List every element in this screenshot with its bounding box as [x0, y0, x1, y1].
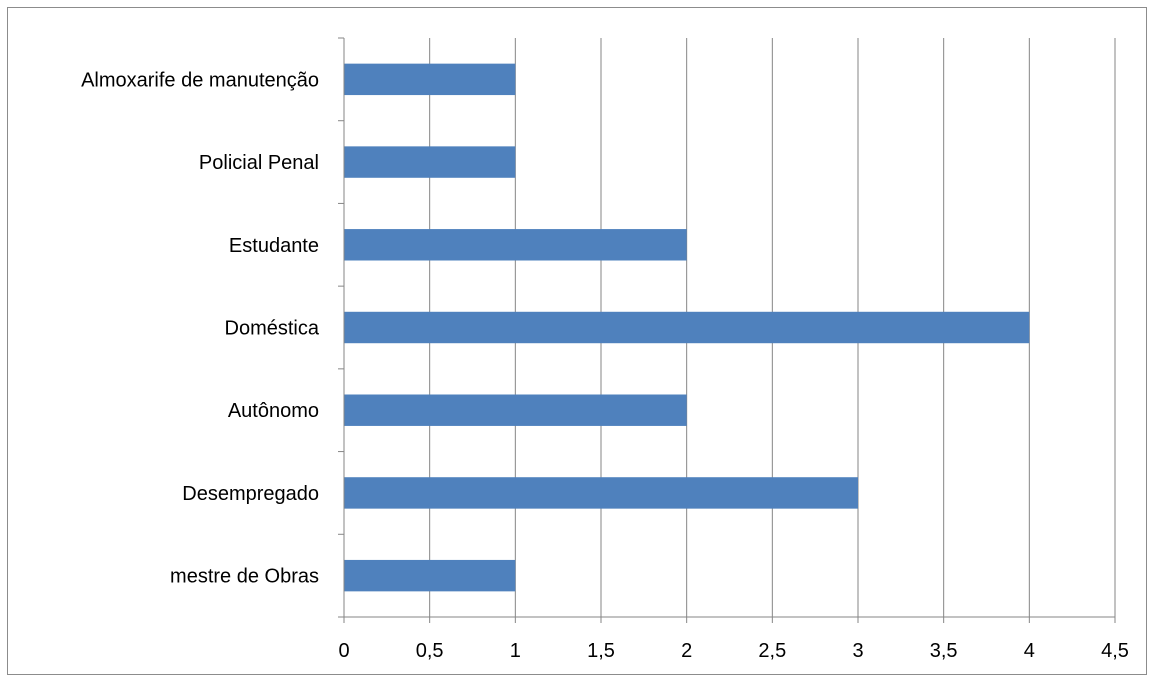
bar-5	[344, 146, 516, 178]
axes	[338, 37, 1116, 623]
category-label: Desempregado	[182, 483, 319, 505]
category-label: Almoxarife de manutenção	[81, 69, 319, 91]
x-tick-label: 3	[852, 640, 863, 662]
bar-1	[344, 477, 858, 509]
bar-0	[344, 559, 516, 592]
x-tick-label: 3,5	[930, 640, 958, 662]
x-tick-label: 2	[681, 640, 692, 662]
category-label: mestre de Obras	[170, 566, 319, 588]
bars	[344, 63, 1030, 592]
x-tick-label: 4,5	[1101, 640, 1129, 662]
x-tick-label: 4	[1024, 640, 1035, 662]
category-label: Policial Penal	[199, 152, 319, 174]
bar-3	[344, 311, 1030, 344]
category-label: Doméstica	[225, 318, 320, 340]
x-tick-label: 2,5	[758, 640, 786, 662]
x-tick-label: 0,5	[416, 640, 444, 662]
bar-2	[344, 394, 687, 426]
bar-6	[344, 63, 516, 96]
labels: 0 0,5 1 1,5 2 2,5 3 3,5 4 4,5 mestre de Obras Desem…	[81, 69, 1129, 662]
category-label: Estudante	[229, 235, 319, 257]
x-tick-label: 1	[510, 640, 521, 662]
x-tick-label: 0	[338, 640, 349, 662]
x-tick-label: 1,5	[587, 640, 615, 662]
category-label: Autônomo	[228, 400, 319, 422]
bar-4	[344, 229, 687, 261]
